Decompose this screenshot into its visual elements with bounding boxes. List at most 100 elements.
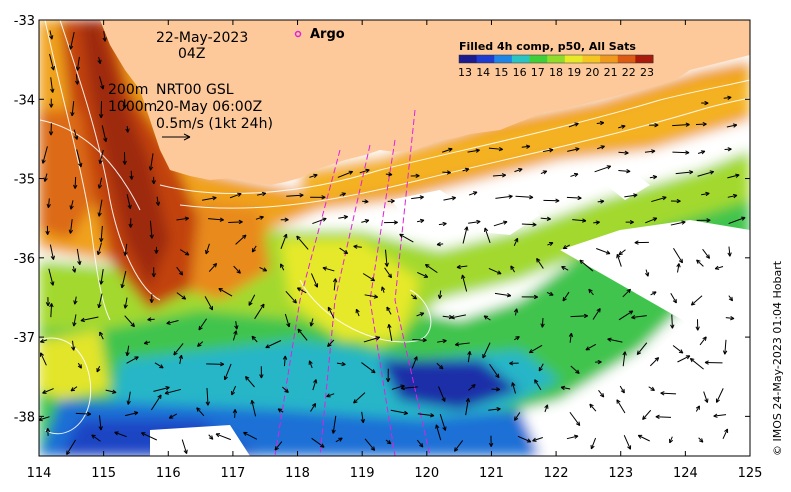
current-arrow: [722, 339, 728, 355]
current-arrow: [725, 315, 735, 321]
current-arrow: [234, 321, 239, 330]
current-arrow: [149, 220, 154, 239]
current-arrow: [536, 257, 544, 269]
current-arrow: [416, 312, 425, 317]
current-arrow: [435, 424, 442, 441]
current-arrow: [45, 225, 50, 235]
current-arrow: [99, 76, 105, 90]
current-arrow: [337, 170, 354, 178]
current-arrow: [363, 336, 381, 343]
current-arrow: [532, 437, 543, 442]
current-arrow: [70, 386, 78, 392]
lat-tick-label: -34: [14, 93, 35, 108]
current-arrow: [125, 345, 130, 357]
current-arrow: [310, 273, 319, 288]
current-arrow: [282, 386, 289, 393]
current-arrow: [123, 297, 128, 309]
current-arrow: [150, 394, 162, 411]
current-arrow: [631, 315, 647, 320]
current-arrow: [410, 173, 420, 178]
lat-tick-label: -35: [14, 173, 35, 188]
current-arrow: [284, 313, 291, 328]
current-arrow: [616, 253, 622, 267]
current-arrow: [618, 310, 634, 321]
current-arrow: [248, 294, 256, 306]
current-arrow: [438, 221, 447, 227]
colorbar-tick-label: 20: [585, 66, 599, 79]
current-arrow: [73, 129, 79, 140]
current-arrow: [493, 220, 508, 227]
current-arrow: [592, 308, 601, 320]
current-arrow: [49, 303, 54, 318]
current-arrow: [488, 407, 501, 412]
current-arrow: [726, 123, 738, 128]
current-time: 20-May 06:00Z: [156, 99, 262, 115]
current-arrow: [598, 389, 605, 398]
current-arrow: [670, 198, 681, 204]
current-arrow: [148, 153, 154, 171]
current-arrow: [538, 363, 544, 372]
current-arrow: [124, 315, 135, 328]
current-arrow: [99, 225, 104, 243]
current-arrow: [465, 398, 471, 416]
colorbar-tick-label: 22: [622, 66, 636, 79]
lon-tick-label: 118: [285, 466, 310, 481]
current-arrow: [513, 336, 520, 341]
current-arrow: [153, 386, 170, 392]
lon-tick-label: 114: [27, 466, 52, 481]
current-arrow: [515, 194, 534, 200]
current-arrow: [251, 245, 257, 253]
current-arrow: [123, 243, 128, 256]
current-arrow: [91, 434, 101, 442]
current-arrow: [73, 296, 78, 305]
current-arrow: [673, 247, 683, 264]
current-arrow: [722, 428, 729, 439]
current-arrow: [126, 194, 132, 209]
current-arrow: [76, 248, 82, 266]
current-arrow: [696, 218, 711, 223]
no-data-patches: [150, 170, 750, 456]
current-arrow: [71, 340, 76, 351]
current-arrow: [439, 413, 447, 431]
colorbar-swatch: [511, 55, 531, 63]
current-arrow: [513, 237, 519, 247]
current-arrow: [597, 145, 605, 150]
current-arrow: [96, 242, 103, 256]
scale-label: 0.5m/s (1kt 24h): [156, 116, 273, 132]
colorbar-swatch: [529, 55, 548, 63]
current-arrow: [593, 220, 600, 225]
current-arrow: [274, 441, 283, 451]
current-arrow: [309, 173, 318, 178]
colorbar-frame: [458, 54, 654, 64]
current-arrow: [410, 294, 418, 300]
current-arrow: [399, 233, 414, 243]
colorbar-swatch: [600, 55, 619, 63]
current-arrow: [168, 413, 178, 419]
current-arrow: [223, 363, 232, 381]
lon-tick-label: 120: [414, 466, 439, 481]
current-arrow: [701, 100, 709, 106]
current-arrow: [607, 337, 623, 343]
current-arrow: [43, 173, 48, 182]
colorbar-swatch: [494, 55, 513, 63]
current-arrow: [494, 292, 512, 298]
current-arrow: [672, 122, 690, 127]
current-arrow: [151, 267, 156, 278]
current-arrow: [672, 345, 684, 354]
current-arrow: [697, 170, 715, 177]
current-arrow: [412, 337, 427, 343]
colorbar-tick-label: 18: [549, 66, 563, 79]
current-arrow: [482, 342, 491, 359]
map-date: 22-May-2023: [156, 30, 248, 46]
lon-tick-label: 121: [479, 466, 504, 481]
current-arrow: [336, 361, 346, 367]
current-arrow: [386, 306, 392, 315]
current-arrow: [450, 314, 466, 320]
current-arrow: [70, 101, 75, 117]
current-arrow: [120, 270, 127, 289]
current-arrow: [411, 195, 424, 200]
current-arrow: [723, 95, 732, 100]
colorbar-tick-label: 13: [458, 66, 472, 79]
current-arrow: [40, 352, 47, 366]
current-arrow: [438, 386, 446, 402]
